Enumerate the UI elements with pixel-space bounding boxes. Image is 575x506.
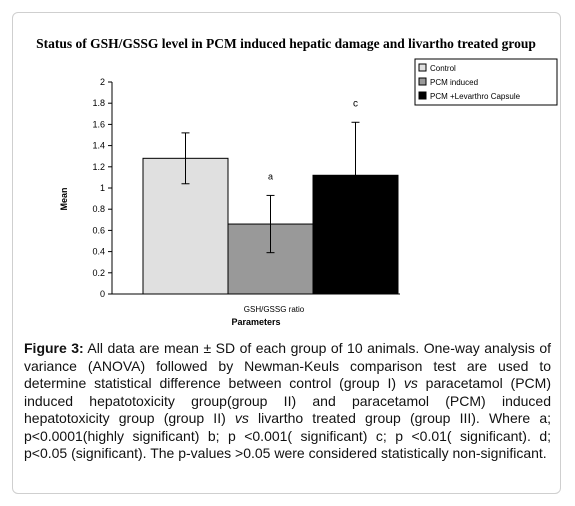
y-tick-label: 0	[100, 289, 105, 299]
y-tick-label: 1.6	[92, 119, 105, 129]
legend: Control PCM induced PCM +Levarthro Capsule	[414, 58, 558, 106]
bar-chart: Status of GSH/GSSG level in PCM induced …	[36, 36, 558, 327]
caption-text-1: All data are mean ± SD of each group of …	[24, 340, 551, 391]
y-tick-label: 0.4	[92, 247, 105, 257]
y-tick-label: 1.8	[92, 98, 105, 108]
y-tick-label: 0.8	[92, 204, 105, 214]
legend-box	[414, 58, 558, 106]
legend-swatch-3	[418, 91, 427, 100]
y-tick-label: 0.2	[92, 268, 105, 278]
caption-vs-1: vs	[403, 375, 418, 391]
caption-vs-2: vs	[234, 410, 249, 426]
y-tick-label: 2	[100, 77, 105, 87]
chart-title: Status of GSH/GSSG level in PCM induced …	[36, 36, 536, 51]
bar-2	[227, 223, 314, 295]
plot-area: 0 0.2 0.4 0.6 0.8 1 1.2 1.4 1.6 1.8 2 a c GSH/GSSG ra…	[92, 77, 400, 314]
legend-swatch-1	[418, 63, 427, 72]
x-axis-label: Parameters	[231, 317, 280, 327]
legend-label-2: PCM induced	[430, 78, 478, 87]
caption-text-3: livartho treated group (group III). Wher…	[24, 410, 551, 461]
significance-label-2: a	[268, 171, 273, 181]
legend-swatch-2	[418, 77, 427, 86]
figure-label: Figure 3:	[24, 340, 84, 356]
y-axis-label: Mean	[59, 187, 69, 210]
y-tick-label: 0.6	[92, 225, 105, 235]
x-category-label: GSH/GSSG ratio	[244, 305, 305, 314]
figure-caption: Figure 3: All data are mean ± SD of each…	[24, 340, 551, 463]
legend-label-1: Control	[430, 64, 456, 73]
significance-label-3: c	[353, 98, 358, 109]
y-tick-label: 1.2	[92, 162, 105, 172]
caption-text-2: paracetamol (PCM) induced hepatotoxicity…	[24, 375, 551, 426]
y-tick-label: 1	[100, 183, 105, 193]
y-tick-label: 1.4	[92, 141, 105, 151]
legend-label-3: PCM +Levarthro Capsule	[430, 92, 521, 101]
